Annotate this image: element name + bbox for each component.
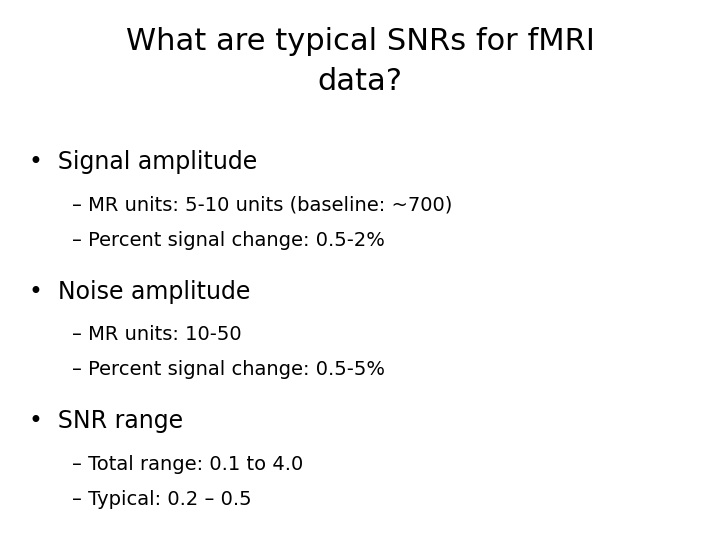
Text: What are typical SNRs for fMRI: What are typical SNRs for fMRI xyxy=(125,27,595,56)
Text: •  Noise amplitude: • Noise amplitude xyxy=(29,280,250,303)
Text: – MR units: 10-50: – MR units: 10-50 xyxy=(72,325,242,345)
Text: •  SNR range: • SNR range xyxy=(29,409,183,433)
Text: – Total range: 0.1 to 4.0: – Total range: 0.1 to 4.0 xyxy=(72,455,303,474)
Text: – MR units: 5-10 units (baseline: ~700): – MR units: 5-10 units (baseline: ~700) xyxy=(72,195,452,215)
Text: – Percent signal change: 0.5-2%: – Percent signal change: 0.5-2% xyxy=(72,231,385,250)
Text: – Typical: 0.2 – 0.5: – Typical: 0.2 – 0.5 xyxy=(72,490,251,509)
Text: •  Signal amplitude: • Signal amplitude xyxy=(29,150,257,174)
Text: – Percent signal change: 0.5-5%: – Percent signal change: 0.5-5% xyxy=(72,360,385,380)
Text: data?: data? xyxy=(318,68,402,97)
